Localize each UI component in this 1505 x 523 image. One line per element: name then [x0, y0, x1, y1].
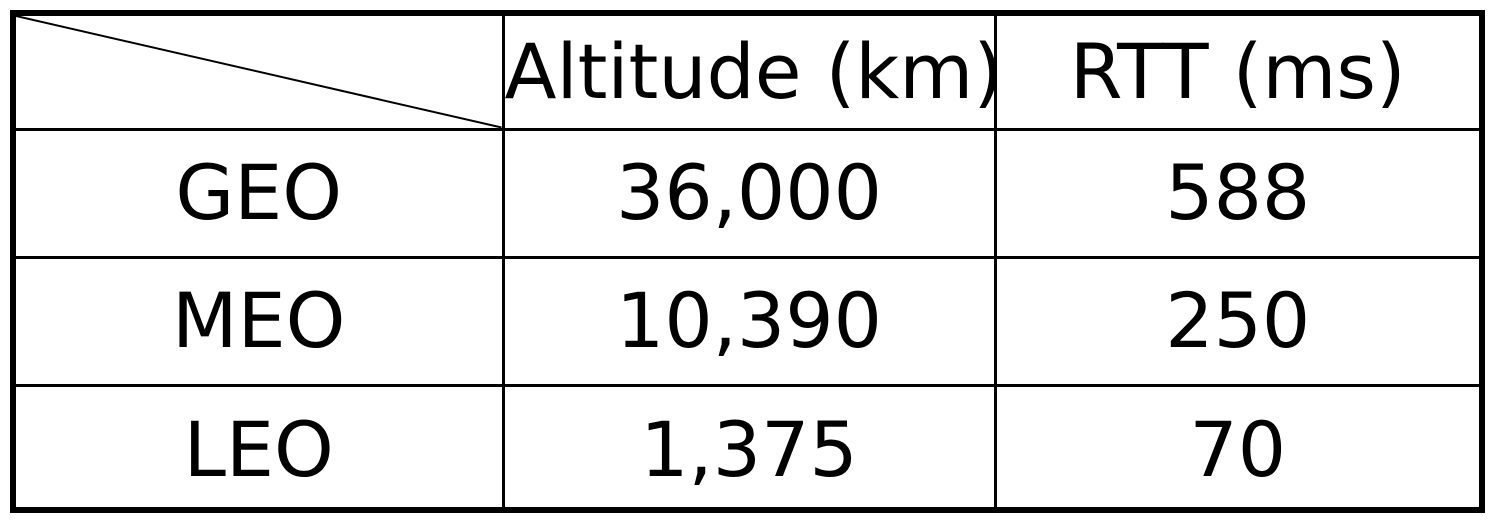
altitude-value: 36,000 [501, 127, 997, 259]
header-altitude: Altitude (km) [501, 16, 997, 131]
row-label: LEO [16, 383, 505, 513]
orbit-table-frame: Altitude (km) RTT (ms) GEO 36,000 588 ME… [10, 10, 1485, 513]
header-row: Altitude (km) RTT (ms) [16, 16, 1479, 131]
altitude-value: 10,390 [501, 255, 997, 387]
diagonal-divider [16, 16, 500, 126]
rtt-value: 250 [993, 255, 1479, 387]
altitude-value: 1,375 [501, 383, 997, 513]
header-rtt: RTT (ms) [993, 16, 1479, 131]
table-row-leo: LEO 1,375 70 [16, 383, 1479, 513]
row-label: MEO [16, 255, 505, 387]
rtt-value: 588 [993, 127, 1479, 259]
table-row-geo: GEO 36,000 588 [16, 127, 1479, 259]
corner-cell [16, 16, 505, 131]
rtt-value: 70 [993, 383, 1479, 513]
row-label: GEO [16, 127, 505, 259]
orbit-comparison-table: Altitude (km) RTT (ms) GEO 36,000 588 ME… [16, 16, 1479, 513]
table-row-meo: MEO 10,390 250 [16, 255, 1479, 387]
